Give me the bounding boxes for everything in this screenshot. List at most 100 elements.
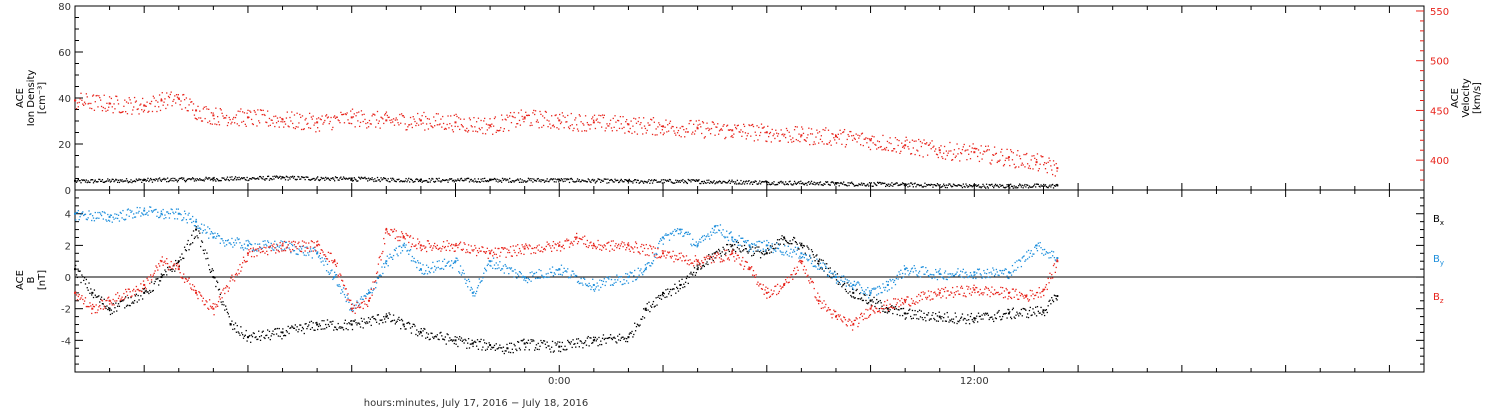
by-dot (171, 208, 173, 211)
density-dot (93, 180, 96, 182)
velocity-dot (157, 101, 159, 103)
velocity-dot (1008, 159, 1010, 161)
density-dot (501, 177, 504, 180)
bz-dot (226, 286, 229, 288)
bz-dot (87, 305, 89, 308)
bx-dot (770, 251, 772, 253)
by-dot (417, 262, 420, 264)
density-dot (176, 181, 179, 183)
by-dot (414, 260, 416, 263)
velocity-dot (130, 102, 132, 104)
velocity-dot (364, 118, 366, 121)
by-point (904, 268, 907, 271)
density-dot (132, 180, 134, 183)
bz-dot (119, 299, 121, 302)
density-dot (912, 186, 914, 188)
velocity-dot (159, 109, 162, 112)
by-dot (187, 214, 189, 216)
density-dot (517, 179, 520, 181)
by-dot (419, 262, 422, 264)
density-dot (906, 183, 908, 185)
bx-dot (826, 274, 829, 276)
velocity-dot (493, 117, 496, 120)
density-dot (254, 178, 256, 180)
by-dot (1001, 272, 1003, 274)
by-dot (973, 274, 975, 276)
by-dot (321, 257, 323, 259)
velocity-dot (288, 126, 290, 128)
by-dot (143, 207, 146, 209)
bx-dot (236, 324, 238, 327)
by-dot (588, 282, 590, 285)
density-dot (149, 179, 151, 181)
by-dot (326, 263, 329, 266)
by-dot (617, 276, 620, 279)
velocity-dot (943, 145, 946, 148)
bx-dot (105, 307, 107, 310)
bx-dot (444, 336, 447, 338)
density-dot (367, 177, 370, 179)
bx-dot (644, 309, 647, 311)
bx-dot (843, 283, 845, 286)
by-dot (645, 266, 647, 269)
velocity-dot (444, 127, 447, 130)
density-dot (390, 177, 392, 180)
by-dot (633, 275, 635, 277)
velocity-dot (128, 97, 130, 99)
bx-dot (889, 309, 891, 311)
velocity-dot (311, 118, 313, 120)
bx-dot (142, 288, 145, 290)
bx-dot (440, 331, 442, 334)
by-dot (386, 255, 388, 257)
density-dot (478, 181, 480, 183)
by-dot (158, 216, 160, 219)
velocity-dot (258, 120, 260, 122)
by-dot (268, 247, 271, 249)
bx-dot (766, 252, 768, 254)
bx-dot (319, 325, 321, 327)
bx-dot (701, 265, 704, 267)
by-dot (773, 249, 775, 251)
density-dot (893, 183, 895, 186)
by-dot (337, 285, 339, 287)
density-dot (726, 182, 728, 184)
density-dot (703, 180, 706, 183)
velocity-dot (545, 111, 547, 113)
by-dot (891, 287, 893, 289)
velocity-dot (268, 117, 271, 120)
bx-dot (781, 235, 783, 237)
by-dot (109, 214, 112, 216)
by-dot (317, 256, 320, 258)
bx-dot (394, 323, 397, 325)
bx-dot (148, 292, 150, 295)
density-dot (438, 177, 440, 180)
velocity-dot (690, 119, 692, 122)
density-dot (758, 182, 760, 184)
density-dot (640, 180, 642, 182)
by-dot (195, 218, 197, 221)
density-dot (742, 180, 745, 183)
density-dot (142, 179, 145, 182)
bx-dot (408, 321, 410, 324)
velocity-point (316, 121, 319, 124)
bx-dot (158, 280, 161, 282)
velocity-dot (372, 113, 374, 115)
by-dot (545, 273, 547, 275)
bz-dot (144, 286, 146, 288)
bx-dot (934, 318, 936, 321)
bx-dot (806, 245, 808, 247)
density-dot (699, 182, 701, 185)
velocity-dot (472, 130, 474, 132)
velocity-dot (590, 124, 592, 126)
by-dot (504, 263, 506, 266)
velocity-dot (229, 118, 231, 121)
density-dot (314, 179, 316, 181)
density-dot (687, 178, 689, 181)
by-dot (817, 268, 819, 270)
density-dot (835, 183, 838, 185)
velocity-dot (960, 152, 963, 155)
density-dot (392, 178, 395, 180)
density-dot (505, 179, 507, 182)
density-dot (995, 185, 998, 187)
density-dot (904, 185, 906, 187)
